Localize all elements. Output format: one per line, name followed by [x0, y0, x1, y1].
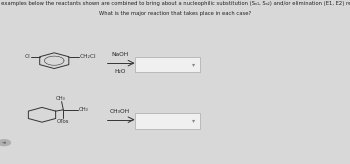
Text: CH₃OH: CH₃OH	[110, 109, 130, 114]
Text: ▾: ▾	[192, 118, 195, 123]
Text: OTos: OTos	[57, 119, 70, 124]
Text: CH₃: CH₃	[79, 107, 89, 112]
Text: What is the major reaction that takes place in each case?: What is the major reaction that takes pl…	[99, 11, 251, 16]
Text: ◄: ◄	[2, 140, 6, 145]
Text: In both examples below the reactants shown are combined to bring about a nucleop: In both examples below the reactants sho…	[0, 1, 350, 6]
Text: NaOH: NaOH	[111, 52, 129, 57]
FancyBboxPatch shape	[135, 57, 200, 72]
FancyBboxPatch shape	[135, 113, 200, 129]
Text: H₂O: H₂O	[114, 69, 126, 74]
Text: ▾: ▾	[192, 62, 195, 67]
Text: CH₂Cl: CH₂Cl	[80, 54, 97, 59]
Text: Cl: Cl	[25, 54, 30, 59]
Text: CH₃: CH₃	[56, 96, 66, 101]
Circle shape	[0, 140, 10, 146]
